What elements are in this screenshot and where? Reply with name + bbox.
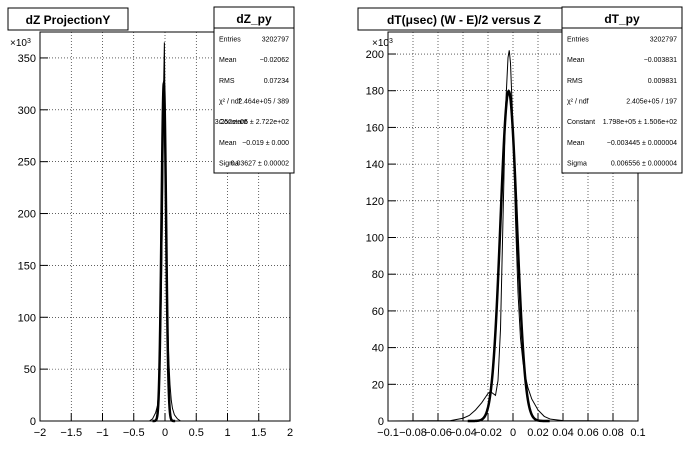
left-y-tick-label: 0 — [30, 416, 36, 428]
left-stats-row-label: Entries — [219, 36, 241, 43]
left-stats-row-label: Constant — [219, 119, 247, 126]
right-stats-row-label: RMS — [567, 78, 583, 85]
right-x-tick-label: −0.04 — [449, 427, 477, 439]
right-y-ticks: 0 20 40 60 80 100 120 140 160 180 200 — [366, 49, 396, 428]
left-x-tick-label: 1.5 — [251, 427, 266, 439]
right-stats-row-value: 0.009831 — [648, 78, 677, 85]
right-y-tick-label: 140 — [366, 159, 384, 171]
left-stats-row-label: Mean — [219, 57, 237, 64]
right-chart-title: dT(μsec) (W - E)/2 versus Z — [387, 13, 541, 27]
left-stats-row-label: χ² / ndf — [219, 99, 241, 106]
left-y-ticks: 0 50 100 150 200 250 300 350 — [18, 53, 48, 428]
left-x-tick-label: 2 — [287, 427, 293, 439]
left-y-tick-label: 350 — [18, 53, 36, 65]
right-histogram-line — [387, 50, 639, 422]
left-x-tick-label: 0 — [162, 427, 168, 439]
left-stats-title: dZ_py — [236, 12, 272, 26]
right-x-tick-label: −0.1 — [377, 427, 399, 439]
left-stats-row-label: RMS — [219, 78, 235, 85]
right-x-tick-label: −0.02 — [474, 427, 502, 439]
left-x-tick-label: −1 — [96, 427, 109, 439]
right-x-tick-label: −0.06 — [424, 427, 452, 439]
left-stats-row-value: −0.02062 — [260, 57, 289, 64]
left-y-tick-label: 250 — [18, 157, 36, 169]
right-fit-curve — [467, 89, 550, 423]
left-pad: −2 −1.5 −1 −0.5 0 0.5 1 1.5 2 0 50 100 150 200 250 300… — [7, 6, 295, 439]
right-x-tick-label: 0.02 — [527, 427, 548, 439]
right-stats-row-label: Mean — [567, 57, 585, 64]
right-stats-row-label: Entries — [567, 36, 589, 43]
right-stats-row-value: −0.003831 — [644, 57, 677, 64]
right-y-tick-label: 180 — [366, 86, 384, 98]
left-stats-row-label: Mean — [219, 140, 237, 147]
left-y-tick-label: 150 — [18, 260, 36, 272]
left-x-tick-label: −0.5 — [123, 427, 145, 439]
right-x-tick-label: 0.08 — [602, 427, 623, 439]
left-y-exponent: ×103 — [10, 38, 31, 50]
right-y-tick-label: 60 — [372, 306, 384, 318]
right-stats-row-value: 1.798e+05 ± 1.506e+02 — [603, 119, 677, 126]
right-stats-row-value: 2.405e+05 / 197 — [626, 99, 677, 106]
left-y-tick-label: 300 — [18, 105, 36, 117]
right-y-tick-label: 160 — [366, 122, 384, 134]
right-y-tick-label: 100 — [366, 233, 384, 245]
right-y-tick-label: 20 — [372, 379, 384, 391]
left-stats-row-value: 2.464e+05 / 389 — [238, 99, 289, 106]
right-stats-row-label: χ² / ndf — [567, 99, 589, 106]
left-stats-row-value: 3202797 — [262, 36, 289, 43]
right-stats-row-label: Sigma — [567, 161, 587, 168]
right-x-tick-label: −0.08 — [399, 427, 427, 439]
right-y-tick-label: 120 — [366, 196, 384, 208]
left-x-tick-label: −2 — [34, 427, 47, 439]
right-stats-box: dT_py Entries 3202797 Mean −0.003831 RMS 0.009… — [561, 6, 683, 174]
left-stats-row-value: 0.07234 — [264, 78, 289, 85]
right-pad: −0.1 −0.08−0.06−0.04−0.02 0 0.02 0.04 0.06 0.0… — [357, 6, 683, 439]
left-stats-box: dZ_py Entries 3202797 Mean −0.02062 RMS 0.0723… — [213, 6, 295, 174]
left-fit-curve — [152, 78, 176, 423]
left-y-tick-label: 50 — [24, 364, 36, 376]
left-y-tick-label: 200 — [18, 209, 36, 221]
right-x-tick-label: 0.1 — [630, 427, 645, 439]
right-stats-row-label: Mean — [567, 140, 585, 147]
left-x-ticks: −2 −1.5 −1 −0.5 0 0.5 1 1.5 2 — [34, 413, 293, 439]
right-stats-row-value: 0.006556 ± 0.000004 — [611, 161, 677, 168]
left-title-box: dZ ProjectionY — [7, 7, 129, 31]
right-stats-title: dT_py — [604, 12, 640, 26]
left-stats-row-value: 3.252e+05 ± 2.722e+02 — [215, 119, 289, 126]
left-x-tick-label: 0.5 — [189, 427, 204, 439]
left-chart-title: dZ ProjectionY — [26, 13, 111, 27]
left-x-tick-label: −1.5 — [60, 427, 82, 439]
right-x-tick-label: 0.06 — [577, 427, 598, 439]
right-y-tick-label: 80 — [372, 269, 384, 281]
left-stats-row-label: Sigma — [219, 161, 239, 168]
left-stats-row-value: −0.019 ± 0.000 — [242, 140, 289, 147]
right-stats-row-value: 3202797 — [650, 36, 677, 43]
right-y-exponent: ×103 — [372, 38, 393, 50]
right-x-ticks: −0.1 −0.08−0.06−0.04−0.02 0 0.02 0.04 0.06 0.0… — [377, 413, 646, 439]
right-y-tick-label: 200 — [366, 49, 384, 61]
left-y-tick-label: 100 — [18, 312, 36, 324]
right-y-tick-label: 40 — [372, 343, 384, 355]
right-stats-row-label: Constant — [567, 119, 595, 126]
right-title-box: dT(μsec) (W - E)/2 versus Z — [357, 7, 571, 31]
right-y-tick-label: 0 — [378, 416, 384, 428]
right-x-tick-label: 0.04 — [552, 427, 573, 439]
right-stats-row-value: −0.003445 ± 0.000004 — [607, 140, 677, 147]
right-x-tick-label: 0 — [510, 427, 516, 439]
left-x-tick-label: 1 — [224, 427, 230, 439]
left-stats-row-value: 0.03627 ± 0.00002 — [231, 161, 289, 168]
